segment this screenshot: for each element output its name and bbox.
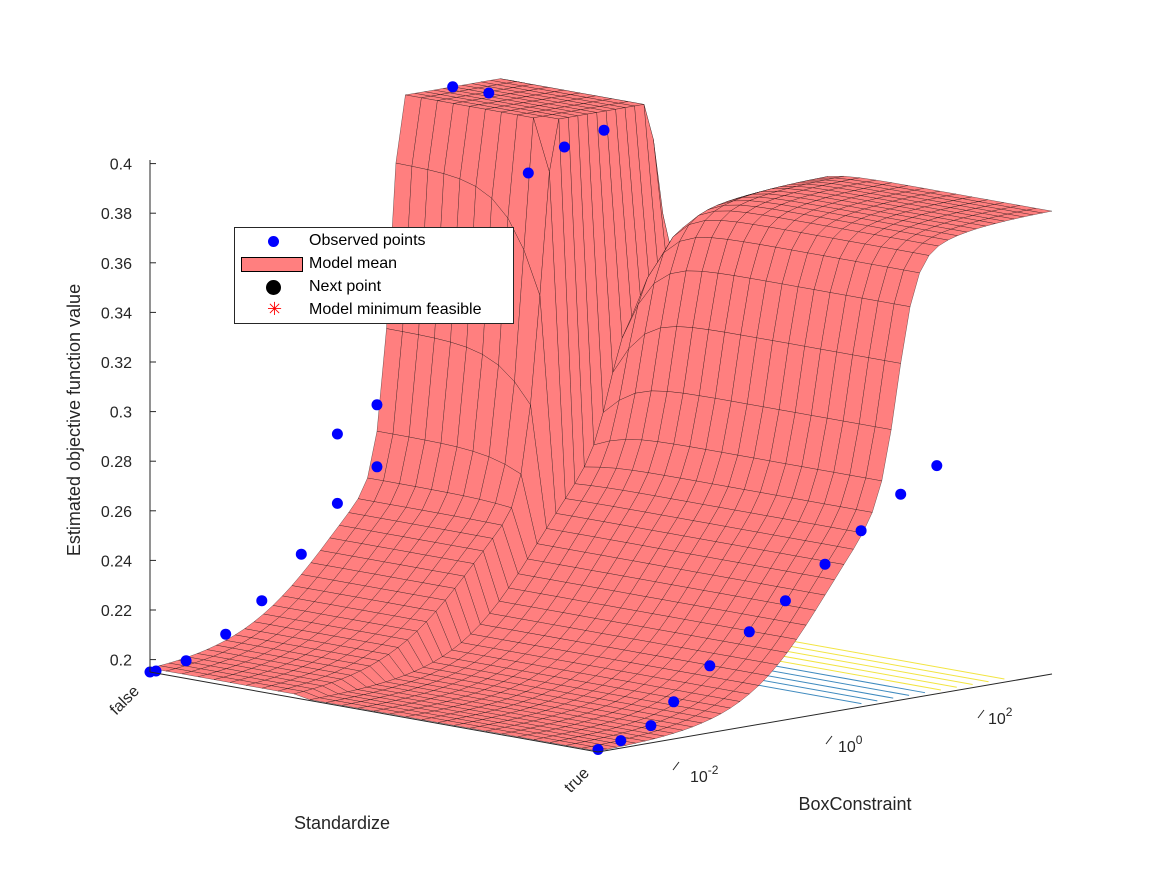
legend-item-next-point: Next point	[235, 276, 513, 299]
observed-point	[331, 497, 343, 509]
z-tick-label: 0.38	[101, 206, 132, 223]
observed-point	[895, 488, 907, 500]
observed-point	[855, 525, 867, 537]
legend-label: Model mean	[309, 255, 398, 272]
svg-text:102: 102	[988, 705, 1013, 728]
z-tick-label: 0.26	[101, 504, 132, 521]
legend-item-observed: Observed points	[235, 230, 513, 253]
x-tick-1e-2: 10-2	[672, 761, 719, 786]
observed-point	[645, 720, 657, 732]
z-tick-label: 0.34	[101, 305, 132, 322]
observed-point	[819, 558, 831, 570]
observed-point	[592, 744, 604, 755]
red-patch-icon	[241, 257, 303, 272]
observed-point	[779, 595, 791, 607]
observed-points	[144, 81, 943, 755]
observed-point	[447, 81, 459, 93]
x-axis-label: BoxConstraint	[798, 794, 911, 814]
observed-point	[615, 735, 627, 747]
observed-point	[522, 167, 534, 179]
red-asterisk-icon: ✳	[267, 299, 283, 319]
observed-point	[931, 460, 943, 472]
z-tick-label: 0.36	[101, 256, 132, 273]
observed-point	[668, 696, 680, 708]
z-axis-ticks: 0.2 0.22 0.24 0.26 0.28 0.3 0.32 0.34 0.36 0.38 0.…	[101, 157, 156, 670]
observed-point	[743, 626, 755, 638]
z-tick-label: 0.22	[101, 603, 132, 620]
z-tick-label: 0.2	[110, 653, 132, 670]
observed-point	[220, 628, 232, 640]
z-axis-label: Estimated objective function value	[64, 284, 84, 556]
observed-point	[483, 87, 495, 99]
observed-point	[180, 655, 192, 667]
z-tick-label: 0.4	[110, 157, 132, 174]
observed-point	[558, 141, 570, 153]
z-tick-label: 0.3	[110, 405, 132, 422]
y-axis-label: Standardize	[294, 813, 390, 833]
model-mean-surface	[149, 78, 1053, 752]
observed-point	[704, 660, 716, 672]
svg-text:10-2: 10-2	[690, 763, 719, 786]
legend-label: Next point	[309, 278, 382, 295]
observed-point	[331, 428, 343, 440]
observed-point	[371, 399, 383, 411]
observed-point	[150, 665, 162, 677]
y-tick-false: false	[107, 683, 143, 719]
svg-text:100: 100	[838, 733, 863, 756]
y-tick-true: true	[561, 765, 593, 797]
blue-circle-icon	[268, 236, 279, 247]
axes	[149, 160, 1053, 753]
observed-point	[295, 548, 307, 560]
observed-point	[256, 595, 268, 607]
observed-point	[371, 461, 383, 473]
z-tick-label: 0.32	[101, 355, 132, 372]
legend-item-model-mean: Model mean	[235, 253, 513, 276]
legend-label: Model minimum feasible	[309, 301, 482, 318]
legend: Observed points Model mean Next point ✳ …	[234, 227, 514, 324]
observed-point	[598, 124, 610, 136]
x-tick-1e0: 100	[825, 733, 863, 756]
legend-label: Observed points	[309, 232, 426, 249]
legend-item-model-minimum: ✳ Model minimum feasible	[235, 299, 513, 322]
z-tick-label: 0.24	[101, 553, 132, 570]
black-circle-icon	[266, 280, 281, 295]
x-tick-1e2: 102	[977, 705, 1013, 728]
z-tick-label: 0.28	[101, 454, 132, 471]
